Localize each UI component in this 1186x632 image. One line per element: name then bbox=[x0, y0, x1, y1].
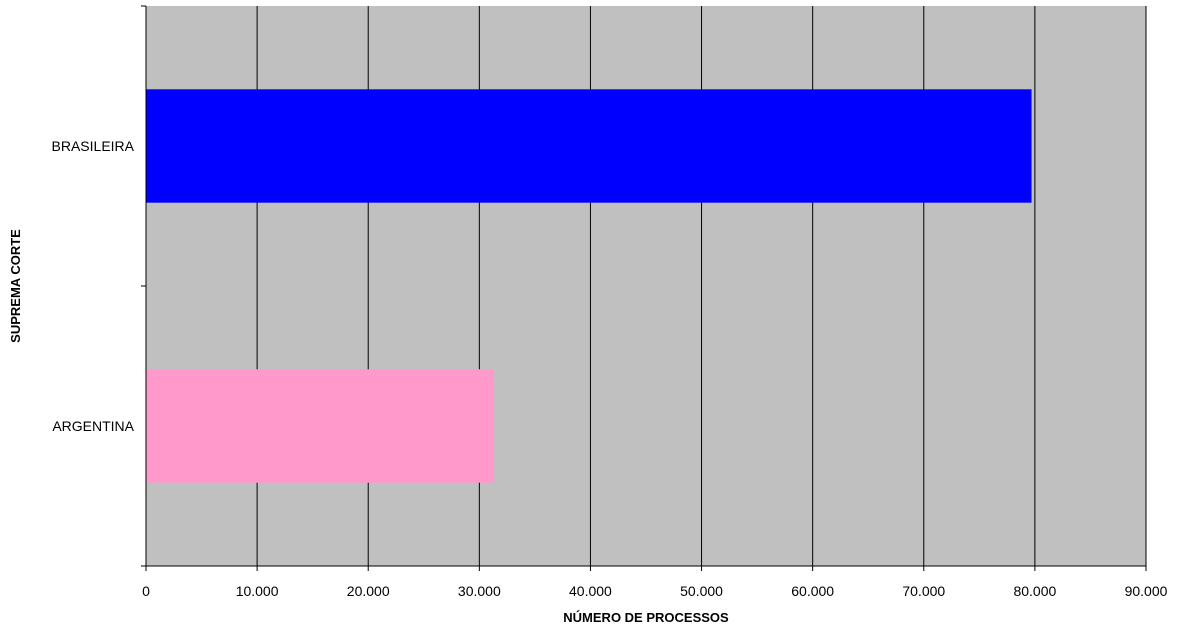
bar-brasileira bbox=[146, 89, 1032, 203]
x-tick-label: 0 bbox=[142, 583, 150, 599]
x-tick-label: 60.000 bbox=[791, 583, 834, 599]
x-axis-title: NÚMERO DE PROCESSOS bbox=[563, 610, 729, 625]
x-tick-label: 70.000 bbox=[902, 583, 945, 599]
x-tick-label: 20.000 bbox=[347, 583, 390, 599]
x-tick-labels: 0 10.000 20.000 30.000 40.000 50.000 60.000 70.… bbox=[142, 583, 1168, 599]
x-tick-label: 90.000 bbox=[1125, 583, 1168, 599]
x-tick-label: 80.000 bbox=[1013, 583, 1056, 599]
y-category-label: BRASILEIRA bbox=[52, 138, 135, 154]
y-category-labels: BRASILEIRA ARGENTINA bbox=[52, 138, 135, 434]
axes bbox=[141, 5, 1147, 571]
x-tick-label: 40.000 bbox=[569, 583, 612, 599]
x-tick-label: 10.000 bbox=[236, 583, 279, 599]
bars bbox=[146, 89, 1032, 483]
y-axis-title: SUPREMA CORTE bbox=[8, 229, 23, 343]
x-tick-label: 30.000 bbox=[458, 583, 501, 599]
x-tick-label: 50.000 bbox=[680, 583, 723, 599]
bar-argentina bbox=[146, 369, 494, 483]
y-category-label: ARGENTINA bbox=[52, 418, 134, 434]
